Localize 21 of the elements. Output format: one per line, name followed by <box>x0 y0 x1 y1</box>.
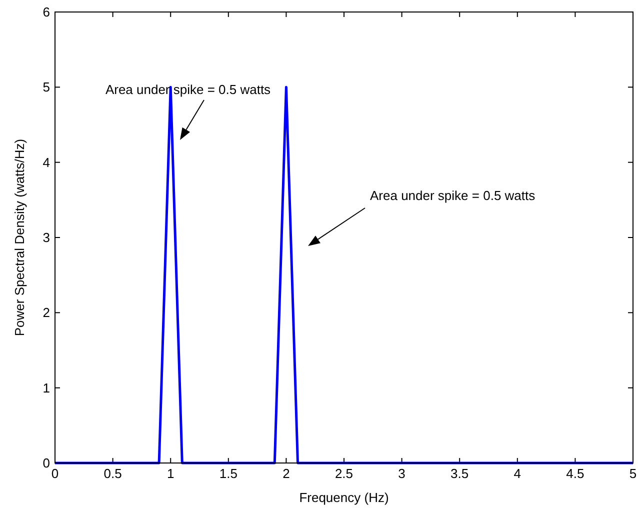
annotation: Area under spike = 0.5 watts <box>105 82 272 97</box>
x-tick-label: 5 <box>629 466 637 481</box>
x-tick-label: 4 <box>514 466 522 481</box>
x-tick-label: 2.5 <box>334 466 354 481</box>
y-tick-label: 2 <box>42 305 50 320</box>
y-tick-label: 0 <box>42 456 50 470</box>
x-tick-label: 0.5 <box>104 466 122 481</box>
y-axis-title: Power Spectral Density (watts/Hz) <box>12 138 27 336</box>
x-tick-label: 3 <box>398 466 406 481</box>
annotation: Area under spike = 0.5 watts <box>370 188 536 203</box>
x-tick-label: 4.5 <box>566 466 584 481</box>
x-axis-title: Frequency (Hz) <box>299 490 389 505</box>
y-tick-label: 4 <box>42 154 50 170</box>
x-tick-label: 2 <box>282 466 290 481</box>
x-tick-label: 1 <box>166 466 174 481</box>
x-tick-label: 1.5 <box>219 466 238 481</box>
y-tick-label: 3 <box>42 230 50 245</box>
y-tick-label: 6 <box>42 4 50 20</box>
x-tick-label: 3.5 <box>450 466 469 481</box>
y-tick-label: 1 <box>42 380 50 396</box>
y-tick-label: 5 <box>42 80 50 95</box>
